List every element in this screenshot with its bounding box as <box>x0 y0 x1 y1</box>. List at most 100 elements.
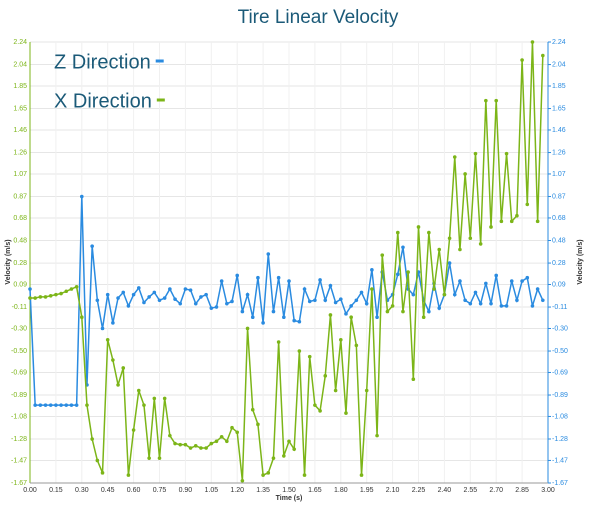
data-point <box>33 403 37 407</box>
data-point <box>33 296 37 300</box>
data-point <box>525 202 530 207</box>
data-point <box>515 298 519 303</box>
data-point <box>261 473 265 477</box>
data-point <box>328 283 333 288</box>
y2-tick-label: 1.26 <box>552 149 566 156</box>
data-point <box>59 291 63 296</box>
data-point <box>64 403 69 407</box>
data-point <box>427 309 431 314</box>
data-point <box>147 295 151 299</box>
x-tick-label: 0.00 <box>23 487 37 494</box>
data-point <box>126 473 131 477</box>
x-tick-label: 1.20 <box>230 487 244 494</box>
data-point <box>354 298 359 303</box>
data-point <box>307 354 312 359</box>
data-point <box>168 287 172 291</box>
data-point <box>250 315 255 320</box>
y2-tick-label: 0.28 <box>552 260 566 267</box>
data-point <box>199 295 203 299</box>
x-tick-label: 0.90 <box>179 487 193 494</box>
data-point <box>297 319 302 324</box>
data-point <box>292 318 296 323</box>
data-point <box>478 301 483 306</box>
data-point <box>478 242 483 246</box>
data-point <box>302 287 307 291</box>
y-tick-label: -1.08 <box>11 413 27 420</box>
series-line <box>30 41 544 481</box>
data-point <box>370 287 374 291</box>
data-point <box>411 292 416 297</box>
data-point <box>193 301 198 306</box>
y2-tick-label: -0.69 <box>552 369 568 376</box>
data-point <box>287 279 291 283</box>
y2-tick-label: 1.65 <box>552 105 566 112</box>
y2-tick-label: 2.04 <box>552 61 566 68</box>
data-point <box>380 253 385 257</box>
y-tick-label: 0.28 <box>13 260 27 267</box>
data-point <box>323 374 328 378</box>
data-point <box>282 315 286 320</box>
x-tick-label: 2.55 <box>463 487 477 494</box>
y-tick-label: 1.07 <box>13 171 27 178</box>
data-point <box>54 403 58 407</box>
data-point <box>214 439 219 444</box>
data-point <box>494 273 499 278</box>
y-tick-label: 0.09 <box>13 281 27 288</box>
y-tick-label: 0.68 <box>13 215 27 222</box>
data-point <box>80 315 84 320</box>
x-tick-label: 1.80 <box>334 487 348 494</box>
data-point <box>147 456 151 460</box>
y2-tick-label: 2.24 <box>552 39 566 46</box>
legend-label: X Direction <box>54 90 152 112</box>
data-point <box>499 304 504 308</box>
data-point <box>230 425 234 430</box>
data-point <box>344 411 348 415</box>
data-point <box>59 403 63 407</box>
data-point <box>313 298 317 303</box>
data-point <box>48 403 53 407</box>
data-point <box>282 454 286 458</box>
y-tick-label: 2.24 <box>13 39 27 46</box>
data-point <box>136 388 141 393</box>
data-point <box>121 366 126 370</box>
data-point <box>225 301 229 306</box>
data-point <box>401 309 405 314</box>
data-point <box>385 309 390 314</box>
data-point <box>250 407 255 412</box>
data-point <box>292 447 296 451</box>
x-axis-label: Time (s) <box>276 495 303 502</box>
data-point <box>157 456 162 460</box>
data-point <box>302 473 307 477</box>
data-point <box>489 301 493 306</box>
data-point <box>126 304 131 308</box>
y-tick-label: 1.65 <box>13 105 27 112</box>
data-point <box>64 289 69 294</box>
data-point <box>437 306 442 310</box>
data-point <box>178 442 183 447</box>
data-point <box>395 272 400 277</box>
data-point <box>349 315 353 320</box>
data-point <box>359 290 364 295</box>
data-point <box>43 295 48 299</box>
data-point <box>209 306 214 310</box>
y2-tick-label: 0.48 <box>552 237 566 244</box>
legend-label: Z Direction <box>54 51 151 73</box>
data-point <box>209 441 214 446</box>
data-point <box>225 439 229 444</box>
x-tick-label: 0.30 <box>75 487 89 494</box>
x-tick-label: 0.75 <box>153 487 167 494</box>
data-point <box>193 443 198 448</box>
x-tick-label: 0.45 <box>101 487 115 494</box>
data-point <box>333 388 338 393</box>
data-point <box>204 446 208 450</box>
data-point <box>447 236 452 241</box>
y-tick-label: 0.87 <box>13 193 27 200</box>
data-point <box>136 286 141 290</box>
data-point <box>152 396 157 401</box>
x-tick-label: 1.50 <box>282 487 296 494</box>
data-point <box>328 313 333 317</box>
data-point <box>442 292 447 297</box>
x-tick-label: 2.25 <box>412 487 426 494</box>
data-point <box>80 194 84 199</box>
